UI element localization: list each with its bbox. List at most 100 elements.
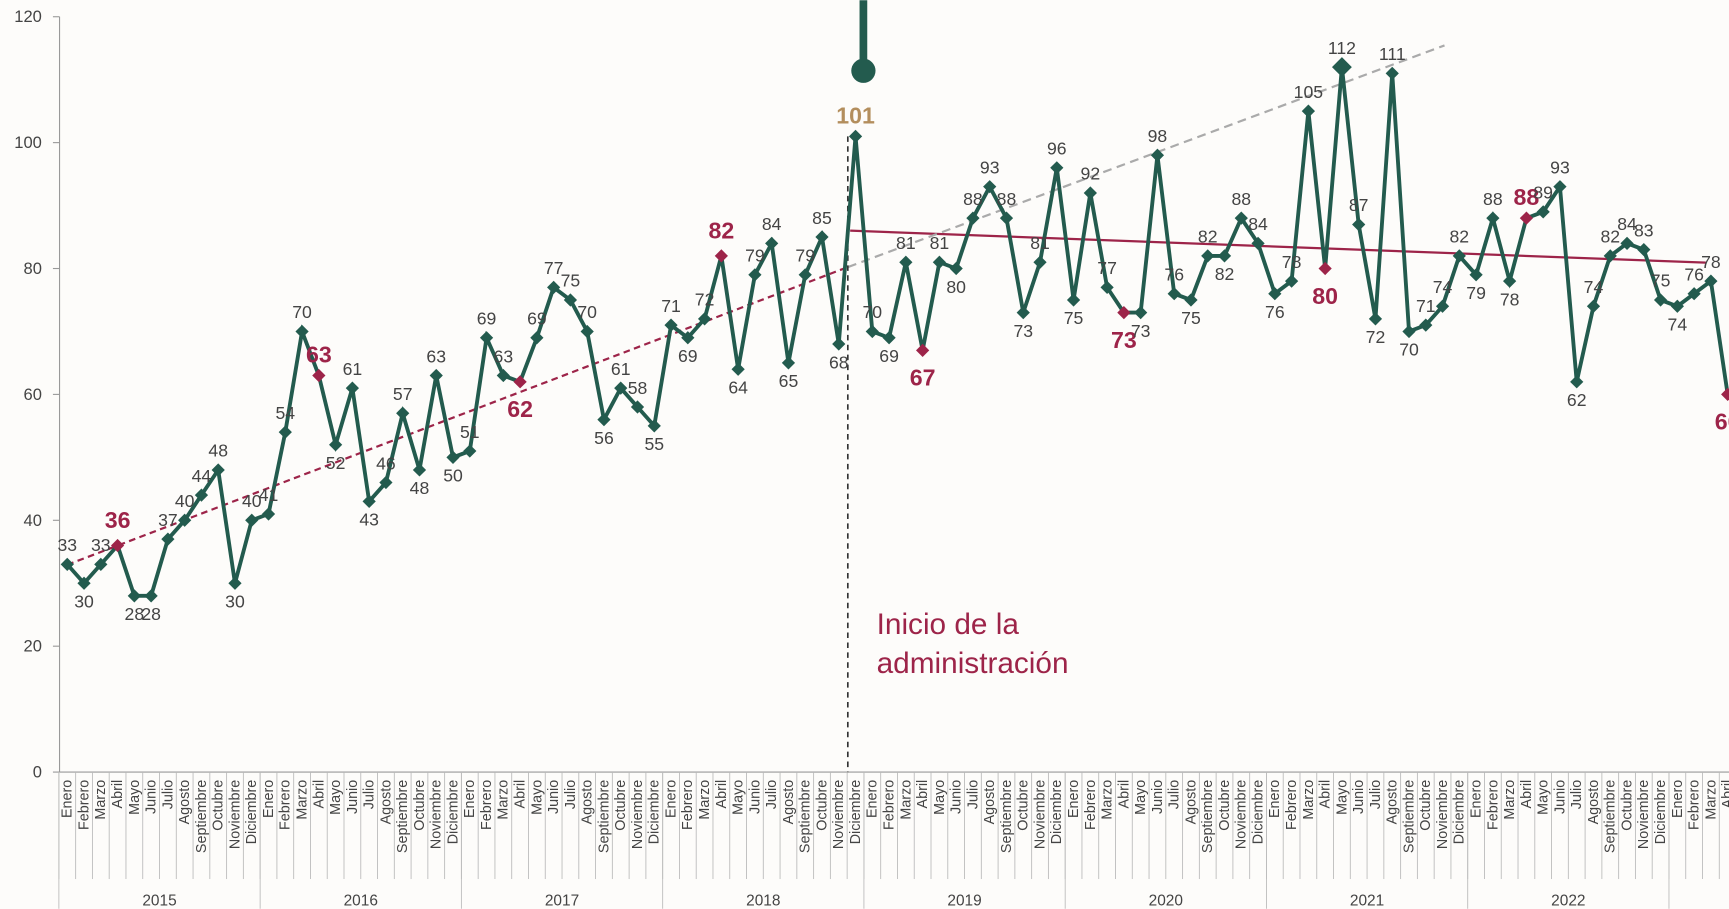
data-point <box>279 426 292 439</box>
data-point <box>262 507 275 520</box>
x-tick-label: Agosto <box>781 780 797 825</box>
data-label: 84 <box>1248 214 1268 234</box>
data-label: 82 <box>1450 227 1470 247</box>
data-point <box>1637 243 1650 256</box>
data-point <box>329 438 342 451</box>
y-tick-label: 20 <box>24 637 42 656</box>
annotation-line: administración <box>877 647 1069 680</box>
x-tick-label: Mayo <box>932 780 948 815</box>
y-tick-label: 100 <box>14 133 42 152</box>
x-tick-label: Febrero <box>76 780 92 830</box>
x-tick-label: Enero <box>865 780 881 818</box>
data-label: 69 <box>477 309 497 329</box>
data-point <box>732 363 745 376</box>
x-tick-label: Febrero <box>680 780 696 830</box>
data-point <box>1319 262 1332 275</box>
x-tick-label: Febrero <box>278 780 294 830</box>
chart: Inicio de laadministración 0204060801001… <box>0 0 1729 909</box>
x-tick-label: Junio <box>1552 780 1568 814</box>
data-label: 48 <box>208 441 228 461</box>
x-tick-label: Octubre <box>412 780 428 831</box>
data-point <box>899 256 912 269</box>
data-label: 79 <box>795 246 815 266</box>
data-point <box>145 589 158 602</box>
data-label: 96 <box>1047 139 1067 159</box>
trend-line <box>850 231 1706 263</box>
data-label: 56 <box>594 428 614 448</box>
x-tick-label: Noviembre <box>1435 780 1451 849</box>
x-tick-label: Marzo <box>1703 780 1719 820</box>
x-tick-label: Diciembre <box>445 780 461 845</box>
data-line <box>67 67 1727 596</box>
data-point <box>950 262 963 275</box>
x-tick-label: Septiembre <box>1603 780 1619 853</box>
data-label: 54 <box>275 403 295 423</box>
data-label: 75 <box>561 271 581 291</box>
data-point <box>1050 161 1063 174</box>
data-point <box>782 356 795 369</box>
data-point <box>1218 249 1231 262</box>
data-label: 112 <box>1328 38 1356 58</box>
x-tick-label: Febrero <box>1687 780 1703 830</box>
data-point <box>1369 312 1382 325</box>
data-label: 74 <box>1584 277 1604 297</box>
data-point <box>916 344 929 357</box>
x-tick-label: Febrero <box>479 780 495 830</box>
data-label: 70 <box>292 302 312 322</box>
data-point <box>480 331 493 344</box>
data-label: 88 <box>997 189 1017 209</box>
x-tick-label: Marzo <box>1502 780 1518 820</box>
data-label: 46 <box>376 453 396 473</box>
year-label: 2020 <box>1149 892 1183 909</box>
data-label: 33 <box>57 535 77 555</box>
x-tick-label: Marzo <box>697 780 713 820</box>
annotation: Inicio de laadministración <box>877 608 1069 680</box>
data-label: 64 <box>728 377 748 397</box>
x-tick-label: Enero <box>1066 780 1082 818</box>
x-tick-label: Junio <box>1351 780 1367 814</box>
x-tick-label: Agosto <box>982 780 998 825</box>
x-tick-label: Febrero <box>1083 780 1099 830</box>
x-tick-label: Febrero <box>881 780 897 830</box>
data-point <box>1654 293 1667 306</box>
x-tick-label: Diciembre <box>1049 780 1065 845</box>
x-tick-label: Abril <box>915 780 931 809</box>
data-point <box>1386 67 1399 80</box>
x-tick-label: Julio <box>1167 780 1183 809</box>
data-label: 50 <box>443 466 463 486</box>
x-tick-label: Abril <box>513 780 529 809</box>
data-point <box>1134 306 1147 319</box>
data-label: 61 <box>343 359 363 379</box>
x-tick-label: Octubre <box>1619 780 1635 831</box>
data-label: 76 <box>1265 302 1285 322</box>
data-point <box>446 451 459 464</box>
data-point <box>1332 57 1352 77</box>
data-label: 93 <box>1550 157 1570 177</box>
data-label: 78 <box>1282 252 1302 272</box>
data-point <box>1302 105 1315 118</box>
x-tick-label: Abril <box>311 780 327 809</box>
data-label: 78 <box>1701 252 1721 272</box>
y-tick-label: 0 <box>33 763 42 782</box>
data-label: 83 <box>1634 220 1654 240</box>
data-label: 40 <box>175 491 195 511</box>
y-tick-label: 80 <box>24 259 42 278</box>
data-label: 70 <box>863 302 883 322</box>
data-point <box>497 369 510 382</box>
data-label: 105 <box>1294 82 1324 102</box>
x-tick-label: Agosto <box>1385 780 1401 825</box>
x-tick-label: Septiembre <box>999 780 1015 853</box>
data-point <box>832 337 845 350</box>
data-point <box>1084 186 1097 199</box>
data-label: 72 <box>695 290 715 310</box>
data-point <box>430 369 443 382</box>
x-tick-label: Marzo <box>1301 780 1317 820</box>
year-label: 2019 <box>947 892 981 909</box>
data-label: 43 <box>359 510 379 530</box>
x-tick-label: Enero <box>663 780 679 818</box>
x-tick-label: Marzo <box>1100 780 1116 820</box>
data-point <box>866 325 879 338</box>
x-tick-label: Diciembre <box>647 780 663 845</box>
data-label: 98 <box>1148 126 1168 146</box>
data-label: 78 <box>1500 289 1520 309</box>
